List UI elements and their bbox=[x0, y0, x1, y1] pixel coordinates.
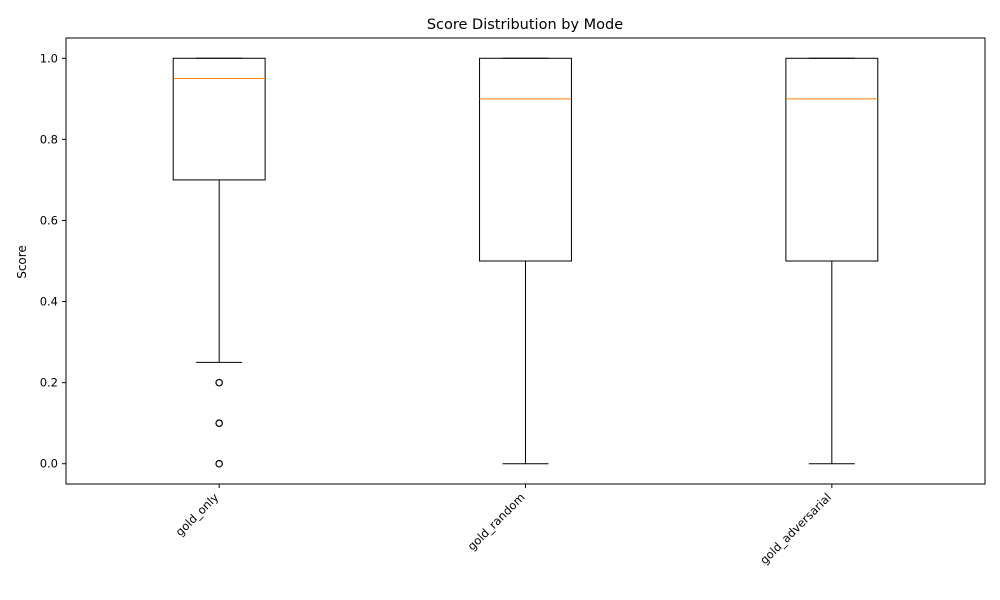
y-tick-label: 0.4 bbox=[40, 295, 58, 309]
iqr-box bbox=[172, 57, 266, 181]
y-axis: 0.0 0.2 0.4 0.6 0.8 1.0 bbox=[40, 51, 66, 471]
x-tick-label: gold_only bbox=[173, 490, 222, 539]
y-tick-label: 0.2 bbox=[40, 376, 58, 390]
box-gold_only bbox=[172, 57, 266, 468]
x-tick-label: gold_adversarial bbox=[757, 490, 834, 567]
outlier-point bbox=[215, 459, 223, 468]
y-tick-label: 0.0 bbox=[40, 457, 58, 471]
x-axis: gold_only gold_random gold_adversarial bbox=[173, 484, 834, 567]
x-tick-label: gold_random bbox=[465, 490, 528, 553]
y-tick-label: 0.6 bbox=[40, 213, 58, 227]
box-gold_random bbox=[479, 57, 572, 465]
outlier-point bbox=[215, 419, 223, 427]
y-axis-label: Score bbox=[15, 245, 29, 279]
box-gold_adversarial bbox=[785, 57, 879, 465]
outlier-point bbox=[215, 378, 223, 387]
iqr-box bbox=[479, 57, 572, 262]
iqr-box bbox=[785, 57, 879, 262]
y-tick-label: 1.0 bbox=[40, 51, 58, 65]
chart-title: Score Distribution by Mode bbox=[427, 17, 623, 33]
box-series bbox=[172, 57, 879, 468]
y-tick-label: 0.8 bbox=[40, 132, 58, 146]
